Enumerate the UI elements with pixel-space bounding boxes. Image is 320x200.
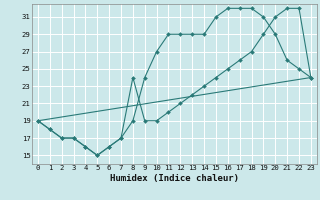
X-axis label: Humidex (Indice chaleur): Humidex (Indice chaleur) bbox=[110, 174, 239, 183]
